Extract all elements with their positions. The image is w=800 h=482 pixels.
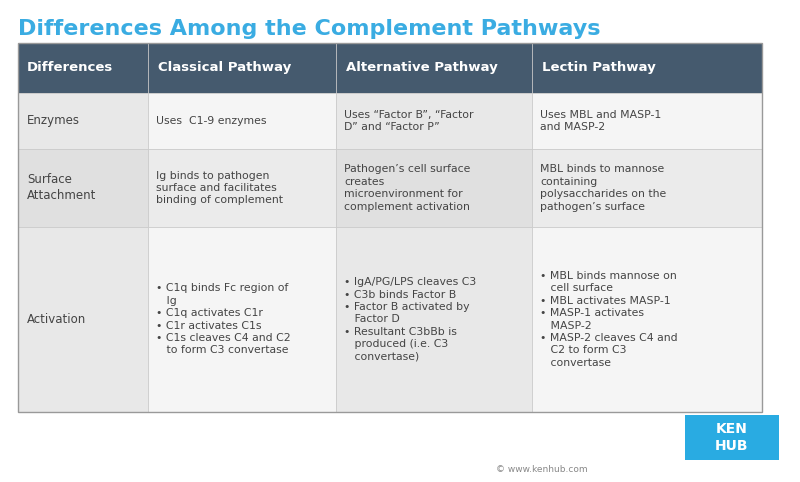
Bar (18, 227, 148, 412)
Text: Alternative Pathway: Alternative Pathway (346, 62, 498, 74)
Text: Activation: Activation (27, 313, 86, 326)
Text: Pathogen’s cell surface
creates
microenvironment for
complement activation: Pathogen’s cell surface creates microenv… (344, 164, 470, 212)
Bar (148, 93, 336, 149)
Bar (148, 43, 336, 93)
Bar (532, 93, 762, 149)
Bar (532, 149, 762, 227)
Text: Differences Among the Complement Pathways: Differences Among the Complement Pathway… (18, 19, 600, 39)
Bar (685, 415, 779, 460)
Bar (336, 43, 532, 93)
Bar (148, 149, 336, 227)
Bar (18, 43, 762, 412)
Text: Classical Pathway: Classical Pathway (158, 62, 291, 74)
Text: KEN
HUB: KEN HUB (715, 422, 749, 453)
Text: • C1q binds Fc region of
   Ig
• C1q activates C1r
• C1r activates C1s
• C1s cle: • C1q binds Fc region of Ig • C1q activa… (156, 283, 290, 355)
Bar (18, 43, 148, 93)
Bar (336, 93, 532, 149)
Bar (336, 227, 532, 412)
Bar (18, 149, 148, 227)
Bar (532, 227, 762, 412)
Text: Lectin Pathway: Lectin Pathway (542, 62, 655, 74)
Text: Ig binds to pathogen
surface and facilitates
binding of complement: Ig binds to pathogen surface and facilit… (156, 171, 283, 205)
Text: Uses “Factor B”, “Factor
D” and “Factor P”: Uses “Factor B”, “Factor D” and “Factor … (344, 110, 474, 132)
Text: Surface
Attachment: Surface Attachment (27, 174, 97, 202)
Text: MBL binds to mannose
containing
polysaccharides on the
pathogen’s surface: MBL binds to mannose containing polysacc… (540, 164, 666, 212)
Bar (148, 227, 336, 412)
Text: Uses MBL and MASP-1
and MASP-2: Uses MBL and MASP-1 and MASP-2 (540, 110, 662, 132)
Bar (532, 43, 762, 93)
Text: © www.kenhub.com: © www.kenhub.com (496, 466, 588, 474)
Bar (18, 93, 148, 149)
Text: Differences: Differences (27, 62, 114, 74)
Text: Uses  C1-9 enzymes: Uses C1-9 enzymes (156, 116, 266, 126)
Text: Enzymes: Enzymes (27, 115, 80, 127)
Text: • IgA/PG/LPS cleaves C3
• C3b binds Factor B
• Factor B activated by
   Factor D: • IgA/PG/LPS cleaves C3 • C3b binds Fact… (344, 277, 476, 362)
Text: • MBL binds mannose on
   cell surface
• MBL activates MASP-1
• MASP-1 activates: • MBL binds mannose on cell surface • MB… (540, 271, 678, 368)
Bar (336, 149, 532, 227)
